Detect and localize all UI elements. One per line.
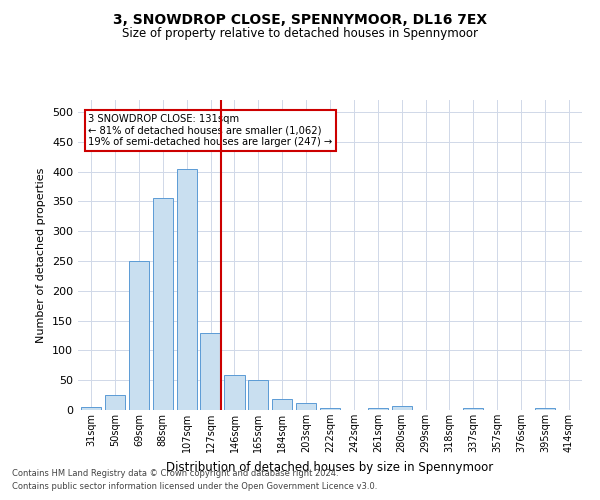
- Bar: [248, 380, 268, 410]
- Text: 3 SNOWDROP CLOSE: 131sqm
← 81% of detached houses are smaller (1,062)
19% of sem: 3 SNOWDROP CLOSE: 131sqm ← 81% of detach…: [88, 114, 332, 147]
- Bar: [535, 408, 555, 410]
- Y-axis label: Number of detached properties: Number of detached properties: [37, 168, 46, 342]
- Bar: [320, 408, 340, 410]
- Text: Contains HM Land Registry data © Crown copyright and database right 2024.: Contains HM Land Registry data © Crown c…: [12, 468, 338, 477]
- Bar: [272, 400, 292, 410]
- X-axis label: Distribution of detached houses by size in Spennymoor: Distribution of detached houses by size …: [166, 460, 494, 473]
- Bar: [105, 395, 125, 410]
- Bar: [81, 407, 101, 410]
- Bar: [463, 408, 484, 410]
- Bar: [152, 198, 173, 410]
- Bar: [200, 332, 221, 410]
- Bar: [296, 403, 316, 410]
- Bar: [368, 408, 388, 410]
- Bar: [176, 168, 197, 410]
- Bar: [224, 376, 245, 410]
- Bar: [129, 261, 149, 410]
- Text: Size of property relative to detached houses in Spennymoor: Size of property relative to detached ho…: [122, 28, 478, 40]
- Text: Contains public sector information licensed under the Open Government Licence v3: Contains public sector information licen…: [12, 482, 377, 491]
- Bar: [392, 406, 412, 410]
- Text: 3, SNOWDROP CLOSE, SPENNYMOOR, DL16 7EX: 3, SNOWDROP CLOSE, SPENNYMOOR, DL16 7EX: [113, 12, 487, 26]
